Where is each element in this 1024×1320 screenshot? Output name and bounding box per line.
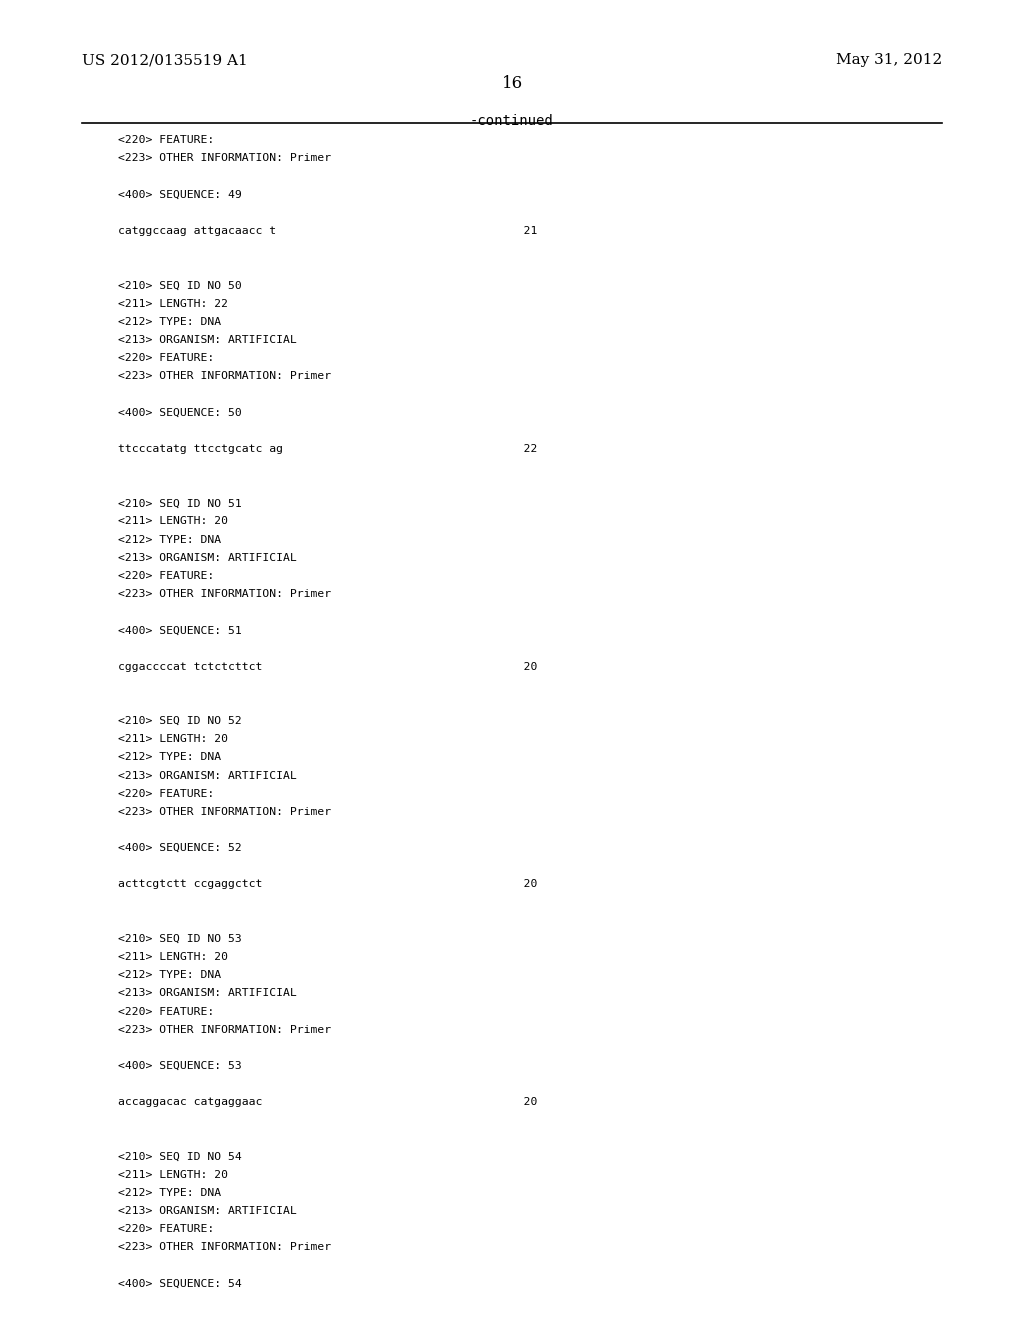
Text: <211> LENGTH: 20: <211> LENGTH: 20 [118, 1170, 227, 1180]
Text: <220> FEATURE:: <220> FEATURE: [118, 1007, 214, 1016]
Text: <220> FEATURE:: <220> FEATURE: [118, 1225, 214, 1234]
Text: -continued: -continued [470, 115, 554, 128]
Text: acttcgtctt ccgaggctct                                      20: acttcgtctt ccgaggctct 20 [118, 879, 538, 890]
Text: <223> OTHER INFORMATION: Primer: <223> OTHER INFORMATION: Primer [118, 589, 331, 599]
Text: ttcccatatg ttcctgcatc ag                                   22: ttcccatatg ttcctgcatc ag 22 [118, 444, 538, 454]
Text: <212> TYPE: DNA: <212> TYPE: DNA [118, 317, 221, 327]
Text: <213> ORGANISM: ARTIFICIAL: <213> ORGANISM: ARTIFICIAL [118, 989, 297, 998]
Text: <210> SEQ ID NO 50: <210> SEQ ID NO 50 [118, 281, 242, 290]
Text: <212> TYPE: DNA: <212> TYPE: DNA [118, 1188, 221, 1199]
Text: <220> FEATURE:: <220> FEATURE: [118, 135, 214, 145]
Text: <211> LENGTH: 20: <211> LENGTH: 20 [118, 952, 227, 962]
Text: <400> SEQUENCE: 50: <400> SEQUENCE: 50 [118, 408, 242, 417]
Text: <400> SEQUENCE: 54: <400> SEQUENCE: 54 [118, 1279, 242, 1288]
Text: <210> SEQ ID NO 52: <210> SEQ ID NO 52 [118, 715, 242, 726]
Text: <210> SEQ ID NO 54: <210> SEQ ID NO 54 [118, 1151, 242, 1162]
Text: 16: 16 [502, 74, 522, 91]
Text: <223> OTHER INFORMATION: Primer: <223> OTHER INFORMATION: Primer [118, 153, 331, 164]
Text: catggccaag attgacaacc t                                    21: catggccaag attgacaacc t 21 [118, 226, 538, 236]
Text: cggaccccat tctctcttct                                      20: cggaccccat tctctcttct 20 [118, 661, 538, 672]
Text: <211> LENGTH: 20: <211> LENGTH: 20 [118, 516, 227, 527]
Text: <212> TYPE: DNA: <212> TYPE: DNA [118, 970, 221, 981]
Text: <223> OTHER INFORMATION: Primer: <223> OTHER INFORMATION: Primer [118, 371, 331, 381]
Text: <212> TYPE: DNA: <212> TYPE: DNA [118, 752, 221, 763]
Text: <400> SEQUENCE: 49: <400> SEQUENCE: 49 [118, 190, 242, 199]
Text: <220> FEATURE:: <220> FEATURE: [118, 789, 214, 799]
Text: <400> SEQUENCE: 53: <400> SEQUENCE: 53 [118, 1061, 242, 1071]
Text: <210> SEQ ID NO 51: <210> SEQ ID NO 51 [118, 499, 242, 508]
Text: <400> SEQUENCE: 51: <400> SEQUENCE: 51 [118, 626, 242, 635]
Text: <223> OTHER INFORMATION: Primer: <223> OTHER INFORMATION: Primer [118, 807, 331, 817]
Text: <400> SEQUENCE: 52: <400> SEQUENCE: 52 [118, 843, 242, 853]
Text: <220> FEATURE:: <220> FEATURE: [118, 572, 214, 581]
Text: May 31, 2012: May 31, 2012 [836, 53, 942, 67]
Text: <220> FEATURE:: <220> FEATURE: [118, 354, 214, 363]
Text: <210> SEQ ID NO 53: <210> SEQ ID NO 53 [118, 935, 242, 944]
Text: <213> ORGANISM: ARTIFICIAL: <213> ORGANISM: ARTIFICIAL [118, 771, 297, 780]
Text: <213> ORGANISM: ARTIFICIAL: <213> ORGANISM: ARTIFICIAL [118, 553, 297, 562]
Text: <212> TYPE: DNA: <212> TYPE: DNA [118, 535, 221, 545]
Text: <213> ORGANISM: ARTIFICIAL: <213> ORGANISM: ARTIFICIAL [118, 335, 297, 345]
Text: <211> LENGTH: 20: <211> LENGTH: 20 [118, 734, 227, 744]
Text: <211> LENGTH: 22: <211> LENGTH: 22 [118, 298, 227, 309]
Text: US 2012/0135519 A1: US 2012/0135519 A1 [82, 53, 248, 67]
Text: <223> OTHER INFORMATION: Primer: <223> OTHER INFORMATION: Primer [118, 1024, 331, 1035]
Text: <213> ORGANISM: ARTIFICIAL: <213> ORGANISM: ARTIFICIAL [118, 1206, 297, 1216]
Text: accaggacac catgaggaac                                      20: accaggacac catgaggaac 20 [118, 1097, 538, 1107]
Text: <223> OTHER INFORMATION: Primer: <223> OTHER INFORMATION: Primer [118, 1242, 331, 1253]
